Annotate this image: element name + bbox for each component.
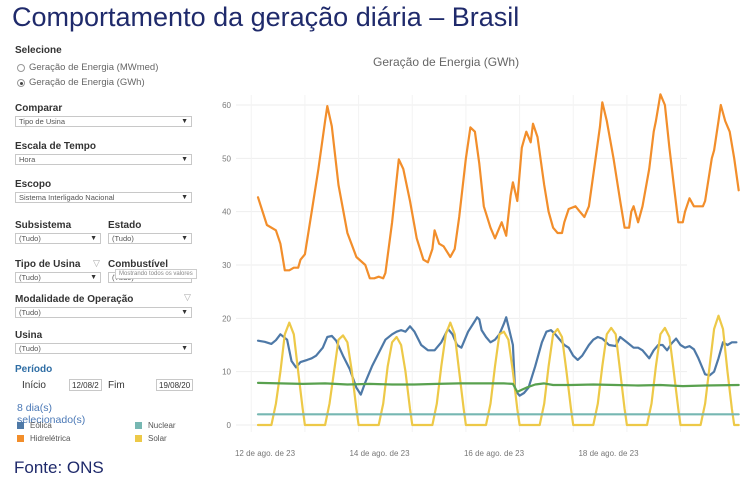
filter-funnel-icon[interactable]: ▽ xyxy=(184,292,191,302)
legend-item-solar[interactable]: Solar xyxy=(135,434,167,443)
tipo-usina-label: Tipo de Usina xyxy=(15,259,81,270)
comparar-select-value: Tipo de Usina xyxy=(19,117,65,126)
chevron-down-icon: ▼ xyxy=(90,235,97,242)
legend-item-nuclear[interactable]: Nuclear xyxy=(135,421,176,430)
selecione-label: Selecione xyxy=(15,45,62,56)
usina-label: Usina xyxy=(15,330,43,341)
modalidade-select[interactable]: (Tudo) ▼ xyxy=(15,307,192,318)
chevron-down-icon: ▼ xyxy=(181,194,188,201)
y-tick-label: 0 xyxy=(227,421,232,430)
usina-select-value: (Tudo) xyxy=(19,344,41,353)
inicio-label: Início xyxy=(22,380,46,391)
tipo-usina-select[interactable]: (Tudo) ▼ xyxy=(15,272,101,283)
radio-button-gwh[interactable] xyxy=(17,78,25,87)
radio-label-gwh: Geração de Energia (GWh) xyxy=(29,77,145,88)
series-line-termelétrica xyxy=(256,381,740,393)
combustivel-label: Combustível xyxy=(108,259,169,270)
modalidade-label: Modalidade de Operação xyxy=(15,294,134,305)
chevron-down-icon: ▼ xyxy=(181,345,188,352)
radio-option-gwh[interactable]: Geração de Energia (GWh) xyxy=(17,77,145,88)
legend-swatch xyxy=(135,435,142,442)
escopo-select[interactable]: Sistema Interligado Nacional ▼ xyxy=(15,192,192,203)
chevron-down-icon: ▼ xyxy=(90,274,97,281)
modalidade-select-value: (Tudo) xyxy=(19,308,41,317)
fim-label: Fim xyxy=(108,380,125,391)
chevron-down-icon: ▼ xyxy=(181,309,188,316)
filter-funnel-icon[interactable]: ▽ xyxy=(93,258,100,268)
legend-swatch xyxy=(135,422,142,429)
legend-label: Eólica xyxy=(30,421,52,430)
estado-select-value: (Tudo) xyxy=(112,234,134,243)
periodo-label: Período xyxy=(15,364,53,375)
chevron-down-icon: ▼ xyxy=(181,235,188,242)
chart-title: Geração de Energia (GWh) xyxy=(373,55,520,69)
escopo-label: Escopo xyxy=(15,179,52,190)
subsistema-label: Subsistema xyxy=(15,220,72,231)
series-line-solar xyxy=(256,314,740,427)
y-tick-label: 40 xyxy=(222,208,231,217)
x-tick-label: 14 de ago. de 23 xyxy=(349,449,410,458)
legend-label: Nuclear xyxy=(148,421,176,430)
selected-days-text: 8 dia(s) selecionado(s) xyxy=(17,402,86,426)
x-tick-label: 16 de ago. de 23 xyxy=(464,449,525,458)
legend-label: Solar xyxy=(148,434,167,443)
y-tick-label: 60 xyxy=(222,101,231,110)
estado-label: Estado xyxy=(108,220,142,231)
legend-label: Hidrelétrica xyxy=(30,434,71,443)
y-tick-label: 20 xyxy=(222,314,231,323)
legend-swatch xyxy=(17,435,24,442)
inicio-date-input[interactable]: 12/08/2 xyxy=(69,379,102,391)
subsistema-select-value: (Tudo) xyxy=(19,234,41,243)
escala-select-value: Hora xyxy=(19,155,36,164)
comparar-label: Comparar xyxy=(15,103,63,114)
escala-select[interactable]: Hora ▼ xyxy=(15,154,192,165)
series-line-hidrelétrica xyxy=(256,93,740,280)
usina-select[interactable]: (Tudo) ▼ xyxy=(15,343,192,354)
escopo-select-value: Sistema Interligado Nacional xyxy=(19,193,115,202)
comparar-select[interactable]: Tipo de Usina ▼ xyxy=(15,116,192,127)
legend-item-hidreletrica[interactable]: Hidrelétrica xyxy=(17,434,70,443)
chevron-down-icon: ▼ xyxy=(181,156,188,163)
page-title: Comportamento da geração diária – Brasil xyxy=(12,2,520,32)
radio-option-mwmed[interactable]: Geração de Energia (MWmed) xyxy=(17,62,158,73)
chevron-down-icon: ▼ xyxy=(181,118,188,125)
escala-label: Escala de Tempo xyxy=(15,141,96,152)
subsistema-select[interactable]: (Tudo) ▼ xyxy=(15,233,101,244)
legend-item-eolica[interactable]: Eólica xyxy=(17,421,52,430)
y-tick-label: 10 xyxy=(222,368,231,377)
series-line-eólica xyxy=(256,316,738,397)
radio-label-mwmed: Geração de Energia (MWmed) xyxy=(29,62,159,73)
source-note: Fonte: ONS xyxy=(14,458,104,477)
fim-date-input[interactable]: 19/08/20 xyxy=(156,379,193,391)
filter-tooltip: Mostrando todos os valores xyxy=(115,269,197,279)
x-tick-label: 18 de ago. de 23 xyxy=(578,449,639,458)
y-tick-label: 30 xyxy=(222,261,231,270)
tipo-usina-select-value: (Tudo) xyxy=(19,273,41,282)
estado-select[interactable]: (Tudo) ▼ xyxy=(108,233,192,244)
y-tick-label: 50 xyxy=(222,154,231,163)
radio-button-mwmed[interactable] xyxy=(17,63,25,72)
legend-swatch xyxy=(17,422,24,429)
x-tick-label: 12 de ago. de 23 xyxy=(235,449,296,458)
